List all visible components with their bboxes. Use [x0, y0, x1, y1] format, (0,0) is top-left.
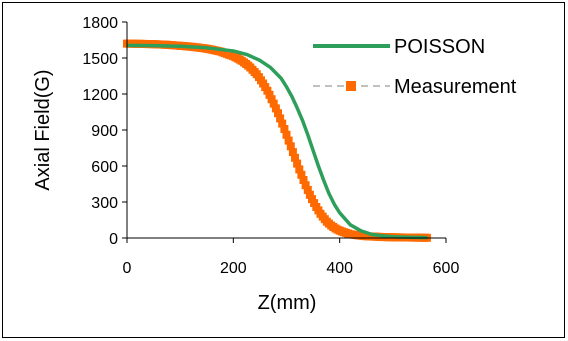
- measurement-point: [278, 119, 287, 128]
- measurement-point: [295, 165, 304, 174]
- measurement-point: [291, 153, 299, 162]
- legend-label-measurement: Measurement: [394, 76, 517, 98]
- measurement-point: [301, 181, 310, 190]
- y-tick-label: 600: [91, 159, 118, 176]
- measurement-point: [284, 136, 293, 145]
- measurement-point: [286, 142, 295, 151]
- series-poisson-line: [126, 43, 428, 240]
- legend-marker-measurement: [346, 81, 356, 91]
- y-tick-label: 0: [109, 231, 118, 248]
- measurement-point: [269, 99, 278, 108]
- chart-border: [2, 2, 565, 338]
- legend-label-poisson: POISSON: [394, 36, 485, 58]
- x-tick-label: 400: [326, 260, 353, 277]
- x-tick-label: 0: [123, 260, 132, 277]
- measurement-point: [276, 114, 285, 123]
- y-axis-ticks: 0 300 600 900 1200 1500 1800: [82, 15, 127, 248]
- measurement-point: [280, 125, 289, 133]
- measurement-point: [303, 186, 312, 194]
- measurement-point: [267, 95, 276, 104]
- measurement-point: [271, 104, 280, 113]
- measurement-point: [305, 190, 314, 199]
- measurement-point: [282, 130, 291, 139]
- measurement-point: [263, 86, 272, 95]
- y-tick-label: 300: [91, 195, 118, 212]
- x-axis-ticks: 0 200 400 600: [123, 238, 460, 277]
- plot-area: 0 300 600 900 1200 1500 1800 0 200 400 600: [82, 15, 459, 277]
- measurement-point: [299, 176, 308, 184]
- y-tick-label: 900: [91, 123, 118, 140]
- y-tick-label: 1800: [82, 15, 118, 32]
- x-tick-label: 600: [433, 260, 460, 277]
- measurement-point: [293, 159, 302, 168]
- y-axis-label: Axial Field(G): [32, 69, 54, 190]
- measurement-point: [288, 148, 297, 157]
- x-axis-label: Z(mm): [258, 292, 317, 314]
- y-tick-label: 1200: [82, 87, 118, 104]
- legend-item-poisson: POISSON: [313, 36, 485, 58]
- x-tick-label: 200: [220, 260, 247, 277]
- measurement-point: [297, 170, 306, 179]
- legend: POISSON Measurement: [313, 36, 517, 98]
- legend-item-measurement: Measurement: [313, 76, 517, 98]
- y-tick-label: 1500: [82, 51, 118, 68]
- measurement-point: [274, 109, 282, 118]
- measurement-point: [265, 90, 274, 99]
